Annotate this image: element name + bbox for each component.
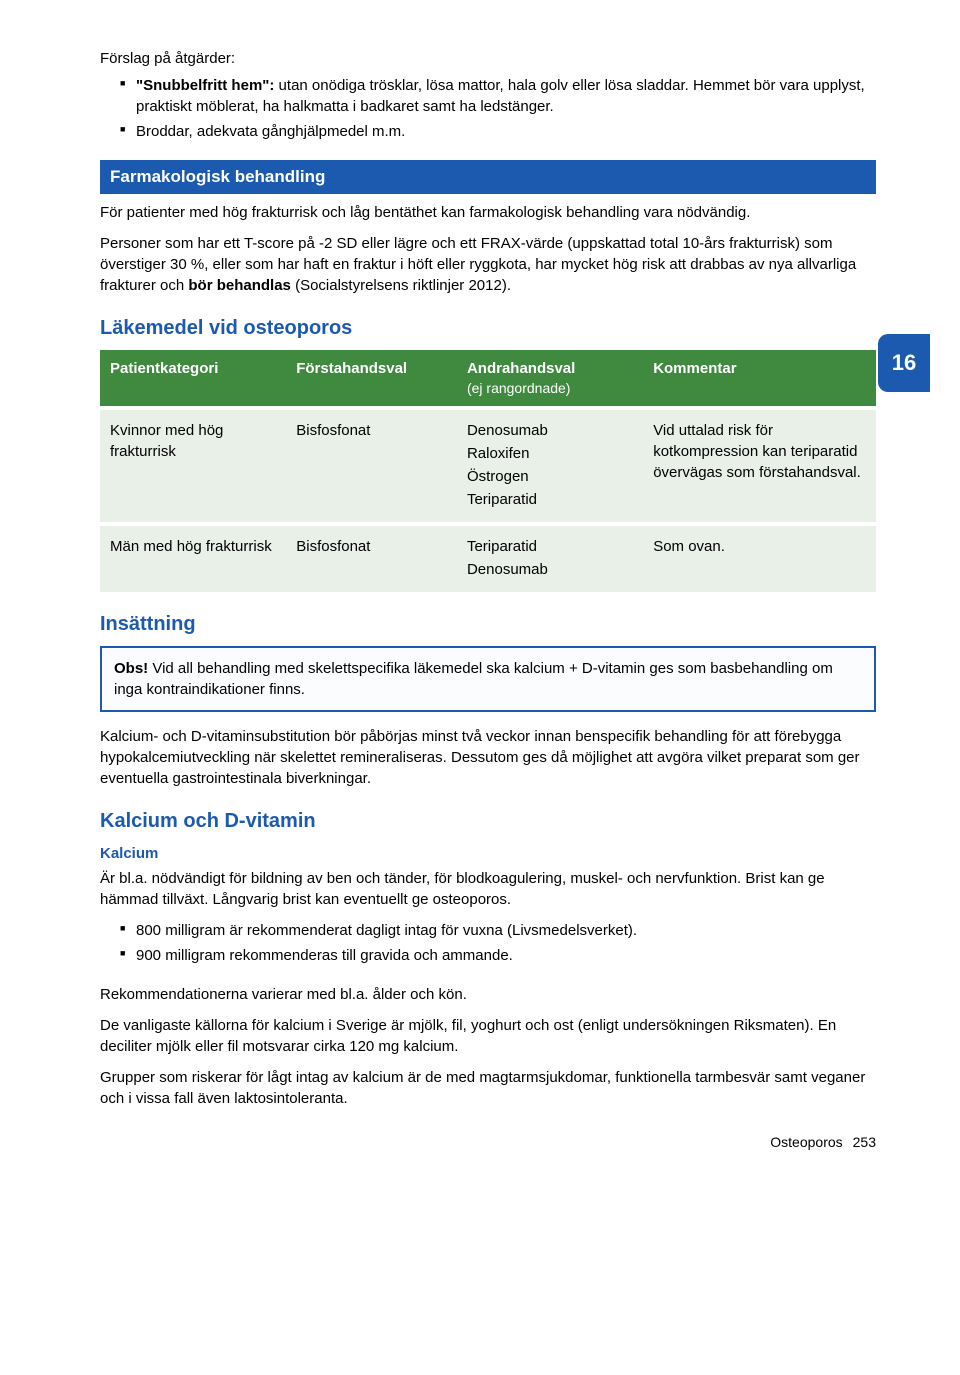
table-row: Män med hög frakturrisk Bisfosfonat Teri… xyxy=(100,524,876,592)
med-option: Denosumab xyxy=(467,559,633,580)
cell-second: Teriparatid Denosumab xyxy=(457,524,643,592)
obs-text: Vid all behandling med skelettspecifika … xyxy=(114,660,833,698)
section-heading-farmakologisk: Farmakologisk behandling xyxy=(100,160,876,194)
list-text: 800 milligram är rekommenderat dagligt i… xyxy=(136,922,637,939)
cell-category: Kvinnor med hög frakturrisk xyxy=(100,408,286,524)
paragraph: För patienter med hög frakturrisk och lå… xyxy=(100,202,876,223)
header-text: Andrahandsval xyxy=(467,360,575,377)
header-text: Förstahandsval xyxy=(296,360,407,377)
heading-lakemedel: Läkemedel vid osteoporos xyxy=(100,314,876,342)
footer-page-number: 253 xyxy=(853,1134,876,1150)
chapter-tab: 16 xyxy=(878,334,930,392)
header-subtext: (ej rangordnade) xyxy=(467,379,633,399)
list-item: 900 milligram rekommenderas till gravida… xyxy=(120,945,876,966)
med-option: Östrogen xyxy=(467,466,633,487)
cell-first: Bisfosfonat xyxy=(286,524,457,592)
heading-kalcium-d: Kalcium och D-vitamin xyxy=(100,807,876,835)
paragraph: Rekommendationerna varierar med bl.a. ål… xyxy=(100,984,876,1005)
cell-second: Denosumab Raloxifen Östrogen Teriparatid xyxy=(457,408,643,524)
footer-chapter: Osteoporos xyxy=(770,1134,842,1150)
col-andrahandsval: Andrahandsval (ej rangordnade) xyxy=(457,350,643,409)
header-text: Kommentar xyxy=(653,360,736,377)
bold-prefix: "Snubbelfritt hem": xyxy=(136,77,274,94)
cell-comment: Vid uttalad risk för kotkompression kan … xyxy=(643,408,876,524)
list-text: Broddar, adekvata gånghjälpmedel m.m. xyxy=(136,123,405,140)
cell-comment: Som ovan. xyxy=(643,524,876,592)
list-item: 800 milligram är rekommenderat dagligt i… xyxy=(120,920,876,941)
col-patientkategori: Patientkategori xyxy=(100,350,286,409)
heading-insattning: Insättning xyxy=(100,610,876,638)
table-header-row: Patientkategori Förstahandsval Andrahand… xyxy=(100,350,876,409)
medication-table: Patientkategori Förstahandsval Andrahand… xyxy=(100,350,876,593)
header-text: Patientkategori xyxy=(110,360,218,377)
col-kommentar: Kommentar xyxy=(643,350,876,409)
list-text: 900 milligram rekommenderas till gravida… xyxy=(136,947,513,964)
obs-label: Obs! xyxy=(114,660,148,677)
bold-text: bör behandlas xyxy=(188,277,291,294)
paragraph: Personer som har ett T-score på -2 SD el… xyxy=(100,233,876,296)
kalcium-list: 800 milligram är rekommenderat dagligt i… xyxy=(100,920,876,966)
med-option: Denosumab xyxy=(467,420,633,441)
subheading-kalcium: Kalcium xyxy=(100,843,876,864)
med-option: Raloxifen xyxy=(467,443,633,464)
paragraph: Grupper som riskerar för lågt intag av k… xyxy=(100,1067,876,1109)
col-forstahandsval: Förstahandsval xyxy=(286,350,457,409)
med-option: Teriparatid xyxy=(467,489,633,510)
forslag-list: "Snubbelfritt hem": utan onödiga tröskla… xyxy=(100,75,876,142)
obs-callout: Obs! Vid all behandling med skelettspeci… xyxy=(100,646,876,712)
paragraph: Är bl.a. nödvändigt för bildning av ben … xyxy=(100,868,876,910)
text-run: (Socialstyrelsens riktlinjer 2012). xyxy=(291,277,511,294)
forslag-title: Förslag på åtgärder: xyxy=(100,48,876,69)
table-row: Kvinnor med hög frakturrisk Bisfosfonat … xyxy=(100,408,876,524)
cell-category: Män med hög frakturrisk xyxy=(100,524,286,592)
cell-first: Bisfosfonat xyxy=(286,408,457,524)
list-item: Broddar, adekvata gånghjälpmedel m.m. xyxy=(120,121,876,142)
med-option: Teriparatid xyxy=(467,536,633,557)
page-footer: Osteoporos 253 xyxy=(100,1133,876,1153)
list-item: "Snubbelfritt hem": utan onödiga tröskla… xyxy=(120,75,876,117)
paragraph: Kalcium- och D-vitaminsubstitution bör p… xyxy=(100,726,876,789)
paragraph: De vanligaste källorna för kalcium i Sve… xyxy=(100,1015,876,1057)
document-page: 16 Förslag på åtgärder: "Snubbelfritt he… xyxy=(0,0,960,1185)
